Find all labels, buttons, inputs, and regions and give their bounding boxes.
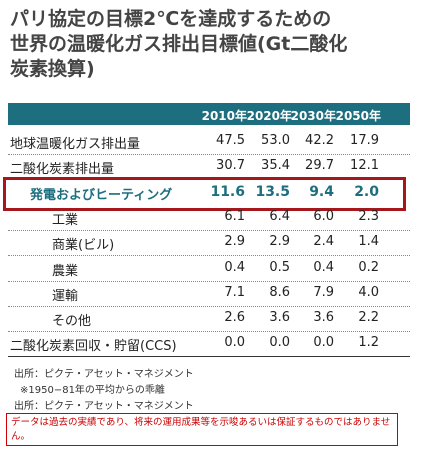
- cell-value: 17.9: [350, 133, 379, 148]
- disclaimer: データは過去の実績であり、将来の運用成果等を示唆あるいは保証するものではありませ…: [6, 413, 398, 446]
- note: 出所：ピクテ・アセット・マネジメント: [14, 401, 194, 412]
- row-separator: [8, 331, 410, 333]
- column-header: 2050年: [335, 109, 381, 123]
- note: 出所：ピクテ・アセット・マネジメント: [14, 369, 194, 380]
- cell-value: 0.4: [313, 259, 334, 275]
- cell-value: 2.0: [354, 183, 379, 200]
- cell-value: 2.9: [224, 234, 245, 250]
- row-label: 商業(ビル): [52, 238, 115, 254]
- row-label: 工業: [52, 212, 79, 228]
- cell-value: 12.1: [350, 158, 379, 174]
- cell-value: 0.4: [224, 259, 245, 275]
- row-separator: [8, 229, 410, 231]
- cell-value: 42.2: [305, 133, 334, 148]
- cell-value: 0.2: [358, 259, 379, 275]
- table-header-band: [8, 103, 410, 125]
- cell-value: 3.6: [269, 310, 290, 326]
- cell-value: 29.7: [305, 158, 334, 174]
- row-separator: [8, 280, 410, 282]
- cell-value: 1.4: [358, 234, 379, 250]
- title-line: 炭素換算): [10, 58, 95, 80]
- column-header: 2020年: [246, 109, 292, 123]
- cell-value: 0.0: [269, 335, 290, 351]
- cell-value: 8.6: [269, 284, 290, 300]
- row-label: 二酸化炭素排出量: [10, 162, 115, 178]
- table-bottom-line: [8, 356, 410, 357]
- cell-value: 13.5: [255, 183, 290, 200]
- cell-value: 11.6: [210, 183, 245, 200]
- cell-value: 6.4: [269, 208, 290, 224]
- cell-value: 2.3: [358, 208, 379, 224]
- cell-value: 6.0: [313, 208, 334, 224]
- cell-value: 9.4: [309, 183, 334, 200]
- row-label: 二酸化炭素回収・貯留(CCS): [10, 339, 177, 355]
- title-line: パリ協定の目標2℃を達成するための: [10, 8, 332, 30]
- cell-value: 3.6: [313, 310, 334, 326]
- cell-value: 30.7: [216, 158, 245, 174]
- title-line: 世界の温暖化ガス排出目標値(Gt二酸化: [10, 33, 348, 55]
- column-header: 2010年: [201, 109, 247, 123]
- cell-value: 4.0: [358, 284, 379, 300]
- row-label: 農業: [52, 263, 79, 279]
- row-separator: [8, 305, 410, 307]
- cell-value: 0.0: [313, 335, 334, 351]
- cell-value: 0.5: [269, 259, 290, 275]
- cell-value: 53.0: [261, 133, 290, 148]
- row-label: 運輸: [52, 288, 79, 304]
- cell-value: 2.4: [313, 234, 334, 250]
- cell-value: 35.4: [261, 158, 290, 174]
- cell-value: 47.5: [216, 133, 245, 148]
- column-header: 2030年: [290, 109, 336, 123]
- cell-value: 2.9: [269, 234, 290, 250]
- highlight-box: [3, 177, 406, 211]
- row-label: その他: [52, 314, 92, 330]
- row-label: 地球温暖化ガス排出量: [10, 137, 141, 152]
- row-label: 発電およびヒーティング: [30, 187, 173, 203]
- cell-value: 1.2: [358, 335, 379, 351]
- cell-value: 2.2: [358, 310, 379, 326]
- cell-value: 0.0: [224, 335, 245, 351]
- note: ※1950−81年の平均からの乖離: [20, 385, 165, 396]
- cell-value: 7.9: [313, 284, 334, 300]
- row-separator: [8, 255, 410, 257]
- row-separator: [8, 154, 410, 155]
- cell-value: 6.1: [224, 208, 245, 224]
- cell-value: 7.1: [224, 284, 245, 300]
- cell-value: 2.6: [224, 310, 245, 326]
